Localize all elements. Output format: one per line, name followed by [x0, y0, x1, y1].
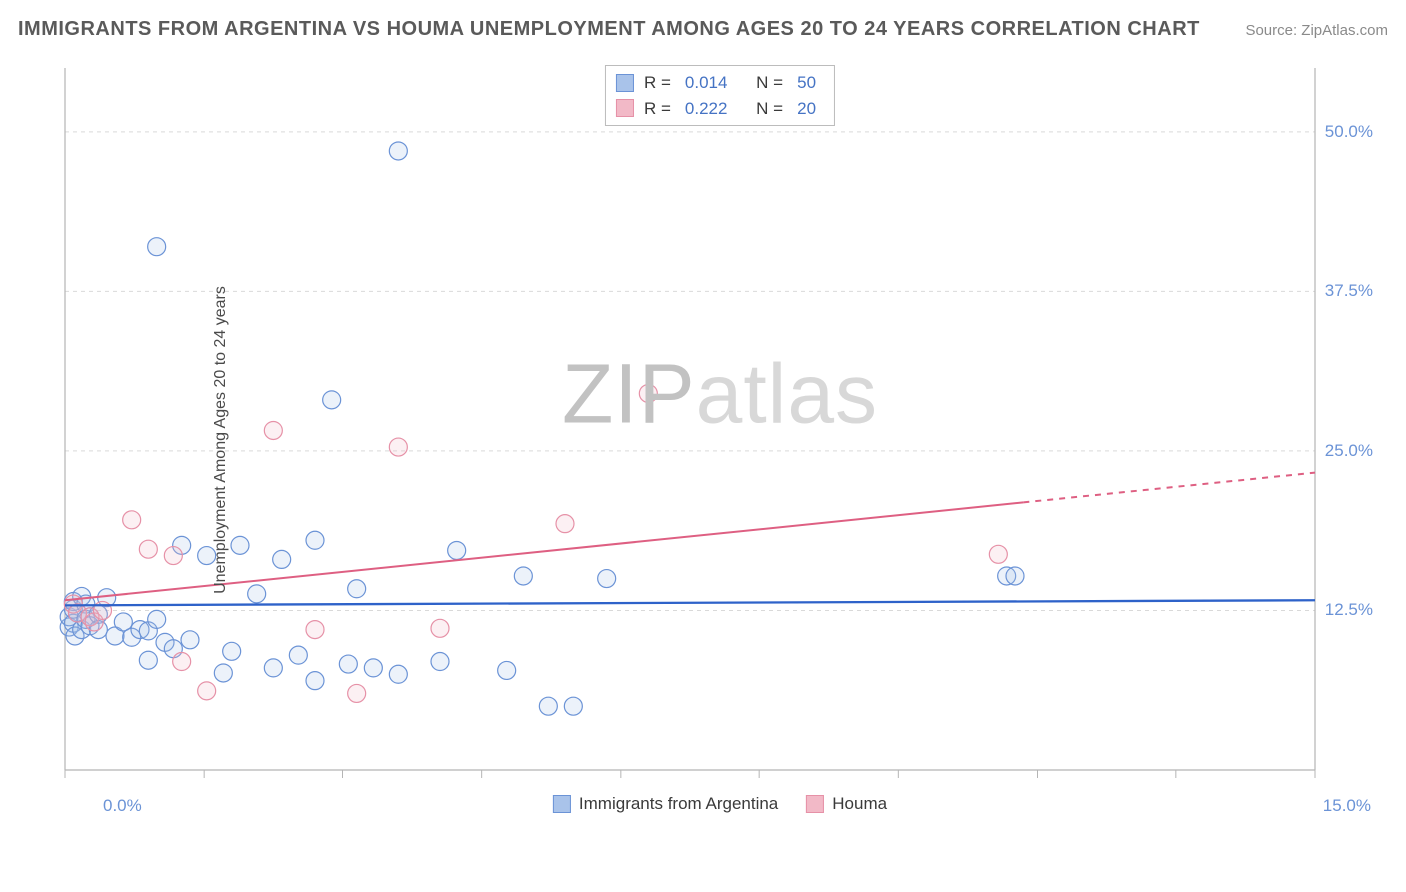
swatch-argentina [616, 74, 634, 92]
legend-stats-row-houma: R = 0.222 N = 20 [616, 96, 820, 122]
y-tick-label: 12.5% [1325, 600, 1373, 620]
swatch-argentina [553, 795, 571, 813]
legend-label: Immigrants from Argentina [579, 794, 778, 814]
legend-entry-houma: Houma [806, 794, 887, 814]
scatter-chart: Unemployment Among Ages 20 to 24 years Z… [55, 60, 1385, 820]
legend-label: Houma [832, 794, 887, 814]
legend-entry-argentina: Immigrants from Argentina [553, 794, 778, 814]
source-label: Source: ZipAtlas.com [1245, 22, 1388, 39]
swatch-houma [806, 795, 824, 813]
chart-title: IMMIGRANTS FROM ARGENTINA VS HOUMA UNEMP… [18, 18, 1200, 41]
legend-stats-row-argentina: R = 0.014 N = 50 [616, 70, 820, 96]
y-tick-label: 50.0% [1325, 122, 1373, 142]
x-axis-min-label: 0.0% [103, 796, 142, 816]
y-axis-label: Unemployment Among Ages 20 to 24 years [212, 286, 230, 594]
title-bar: IMMIGRANTS FROM ARGENTINA VS HOUMA UNEMP… [18, 18, 1388, 41]
y-tick-label: 37.5% [1325, 281, 1373, 301]
y-tick-label: 25.0% [1325, 441, 1373, 461]
x-axis-max-label: 15.0% [1323, 796, 1371, 816]
legend-series: Immigrants from Argentina Houma [553, 794, 887, 814]
swatch-houma [616, 99, 634, 117]
legend-stats: R = 0.014 N = 50 R = 0.222 N = 20 [605, 65, 835, 126]
chart-svg [55, 60, 1385, 820]
